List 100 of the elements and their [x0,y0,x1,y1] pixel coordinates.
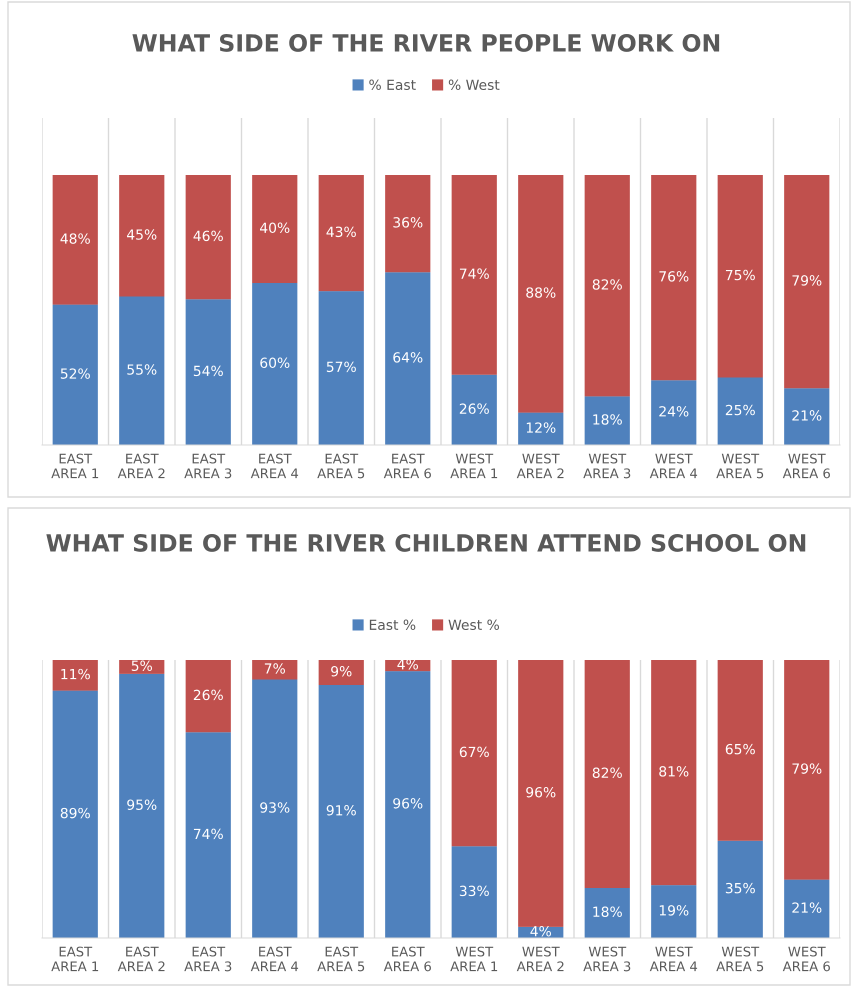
x-tick-label: WEST AREA 1 [450,946,498,972]
data-label: 12% [526,422,556,433]
data-label: 5% [132,660,152,671]
x-tick-label: EAST AREA 6 [384,454,431,478]
bar [718,175,763,378]
x-tick-label: WEST AREA 6 [782,946,830,972]
data-label: 21% [792,410,822,421]
bar [452,374,497,445]
data-label: 43% [326,226,356,238]
data-label: 93% [260,802,290,813]
bar [186,732,231,938]
bar [584,396,630,445]
bar [651,175,696,380]
x-tick-label: WEST AREA 3 [583,454,630,478]
bar [784,660,830,880]
x-tick-label: EAST AREA 1 [51,454,98,478]
x-tick-label: EAST AREA 6 [384,946,431,972]
data-label: 55% [127,364,156,375]
bar [784,175,830,388]
x-tick-label: WEST AREA 6 [782,454,830,478]
data-label: 79% [792,763,822,774]
bar [318,175,364,292]
data-label: 76% [659,271,688,282]
x-tick-label: WEST AREA 5 [716,946,764,972]
bar [651,660,696,886]
data-label: 46% [193,230,223,242]
data-label: 9% [331,666,352,677]
data-label: 75% [726,270,755,280]
data-label: 35% [726,882,755,894]
bar [784,880,830,938]
data-label: 25% [726,404,755,416]
bar [186,175,231,300]
data-label: 91% [326,805,356,816]
bar [119,674,164,938]
legend-label: West % [448,620,500,630]
bar [119,296,164,445]
x-tick-label: EAST AREA 2 [118,946,164,972]
bar [318,685,364,938]
data-label: 4% [530,926,551,936]
data-label: 24% [659,406,688,417]
bar [252,175,298,283]
bar [452,175,497,375]
bar [718,660,763,841]
data-label: 57% [326,362,356,372]
bar [651,885,696,938]
bar [186,299,231,445]
data-label: 40% [260,222,290,234]
bar [651,380,696,445]
data-label: 96% [526,786,556,798]
data-label: 18% [593,906,622,918]
chart-title: WHAT SIDE OF THE RIVER CHILDREN ATTEND SCHOOL ON [46,534,806,552]
data-label: 26% [194,690,223,700]
legend-label: % East [369,80,416,90]
bar [119,175,164,296]
x-tick-label: WEST AREA 2 [516,946,564,972]
chart-title: WHAT SIDE OF THE RIVER PEOPLE WORK ON [132,34,720,52]
data-label: 95% [127,799,156,810]
data-label: 82% [592,279,622,290]
bar [52,304,98,445]
bar [252,679,298,938]
bar [385,671,430,938]
bar [52,175,98,305]
data-label: 60% [260,358,290,368]
bar [52,660,98,691]
bar [452,846,497,938]
data-label: 81% [659,766,688,777]
data-label: 36% [393,217,422,228]
x-tick-label: EAST AREA 5 [317,454,364,478]
bar [584,660,630,888]
data-label: 88% [526,287,556,298]
bar [318,291,364,445]
bar [119,660,164,674]
data-label: 74% [460,268,489,279]
data-label: 11% [61,668,90,680]
x-tick-label: EAST AREA 4 [250,454,298,478]
bar [252,283,298,445]
bar [718,378,763,445]
x-tick-label: WEST AREA 5 [716,454,764,478]
x-tick-label: WEST AREA 4 [650,454,698,478]
bar [452,660,497,846]
x-tick-label: WEST AREA 2 [516,454,564,478]
x-tick-label: WEST AREA 4 [650,946,698,972]
bar [385,175,430,272]
x-tick-label: EAST AREA 5 [317,946,364,972]
data-label: 67% [460,746,489,758]
data-label: 79% [792,275,822,286]
x-tick-label: EAST AREA 3 [184,946,232,972]
bar [518,175,564,413]
data-label: 74% [194,828,223,840]
bar [318,660,364,686]
data-label: 89% [60,808,90,818]
data-label: 19% [660,905,688,916]
x-tick-label: EAST AREA 4 [250,946,298,972]
data-label: 52% [60,368,90,379]
bar [584,175,630,396]
data-label: 64% [393,352,422,363]
data-label: 82% [592,768,622,778]
bar [518,412,564,445]
bar [784,388,830,445]
data-label: 26% [460,403,489,414]
